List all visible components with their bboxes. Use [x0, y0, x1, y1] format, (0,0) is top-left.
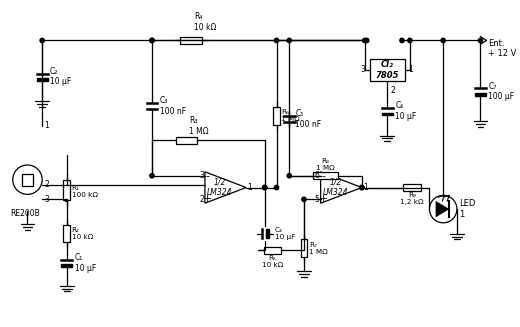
Circle shape — [275, 38, 279, 43]
Bar — [403, 184, 421, 191]
Text: +: + — [319, 194, 328, 204]
Polygon shape — [321, 172, 362, 203]
Text: R₃
1 MΩ: R₃ 1 MΩ — [189, 116, 209, 136]
Bar — [273, 107, 280, 125]
Circle shape — [150, 174, 154, 178]
Bar — [382, 112, 393, 115]
Circle shape — [150, 38, 154, 43]
Circle shape — [40, 38, 44, 43]
Text: Ent.
+ 12 V: Ent. + 12 V — [488, 39, 517, 58]
Circle shape — [408, 38, 412, 43]
Text: +: + — [203, 194, 213, 204]
Text: C₁
10 μF: C₁ 10 μF — [74, 253, 96, 273]
Text: 6: 6 — [315, 171, 320, 180]
Text: R₈
1 MΩ: R₈ 1 MΩ — [316, 158, 335, 171]
Text: C₇
100 μF: C₇ 100 μF — [488, 82, 514, 101]
Circle shape — [263, 185, 267, 190]
Circle shape — [302, 197, 306, 201]
Text: 5: 5 — [315, 195, 320, 204]
Circle shape — [275, 185, 279, 190]
Bar — [21, 174, 33, 185]
Text: 2: 2 — [199, 195, 204, 204]
Text: 1: 1 — [247, 183, 252, 192]
Bar — [63, 180, 70, 200]
Circle shape — [64, 182, 69, 187]
Text: C₄
10 μF: C₄ 10 μF — [275, 227, 295, 240]
Text: C₃
100 nF: C₃ 100 nF — [160, 96, 186, 116]
Bar — [176, 137, 197, 144]
Bar — [61, 265, 72, 267]
Bar — [313, 172, 339, 179]
Bar — [37, 78, 47, 81]
Text: -: - — [321, 171, 326, 181]
Circle shape — [430, 195, 457, 223]
Bar — [301, 239, 307, 257]
Text: 2: 2 — [390, 86, 395, 95]
Text: 1/2
LM324: 1/2 LM324 — [322, 178, 348, 197]
Circle shape — [150, 38, 154, 43]
Text: -: - — [206, 171, 210, 181]
Circle shape — [64, 197, 69, 201]
Text: R₉
1,2 kΩ: R₉ 1,2 kΩ — [400, 192, 424, 205]
Circle shape — [441, 38, 445, 43]
Text: R₁
100 kΩ: R₁ 100 kΩ — [72, 185, 98, 198]
Text: 1: 1 — [44, 121, 49, 130]
Text: C₅
100 nF: C₅ 100 nF — [295, 109, 321, 129]
Circle shape — [478, 38, 483, 43]
Bar — [370, 59, 405, 81]
Text: LED
1: LED 1 — [459, 199, 475, 219]
Circle shape — [360, 185, 364, 190]
Circle shape — [287, 38, 291, 43]
Text: R₄
10 kΩ: R₄ 10 kΩ — [194, 12, 216, 32]
Circle shape — [365, 38, 369, 43]
Text: 3: 3 — [199, 171, 204, 180]
Text: R₇
1 MΩ: R₇ 1 MΩ — [309, 242, 328, 255]
Text: 2: 2 — [44, 180, 49, 189]
Circle shape — [362, 38, 367, 43]
Bar — [264, 247, 281, 254]
Circle shape — [400, 38, 404, 43]
Polygon shape — [436, 201, 449, 217]
Text: 3: 3 — [44, 195, 49, 204]
Bar — [180, 37, 202, 44]
Text: R₆
1 MΩ: R₆ 1 MΩ — [281, 110, 300, 122]
Circle shape — [263, 185, 267, 190]
Text: 1/2
LM324: 1/2 LM324 — [207, 178, 232, 197]
Bar — [63, 225, 70, 242]
Text: 3: 3 — [361, 65, 366, 74]
Text: R₅
10 kΩ: R₅ 10 kΩ — [262, 255, 283, 268]
Circle shape — [13, 165, 42, 194]
Text: C₂
10 μF: C₂ 10 μF — [50, 67, 71, 86]
Polygon shape — [205, 172, 246, 203]
Circle shape — [287, 174, 291, 178]
Text: 1: 1 — [408, 65, 413, 74]
Bar — [266, 229, 269, 238]
Text: CI₂
7805: CI₂ 7805 — [375, 60, 399, 79]
Bar — [475, 93, 486, 96]
Text: RE200B: RE200B — [10, 209, 41, 218]
Text: R₂
10 kΩ: R₂ 10 kΩ — [72, 227, 93, 240]
Circle shape — [360, 185, 364, 190]
Text: 1: 1 — [363, 183, 368, 192]
Text: C₆
10 μF: C₆ 10 μF — [395, 101, 417, 121]
